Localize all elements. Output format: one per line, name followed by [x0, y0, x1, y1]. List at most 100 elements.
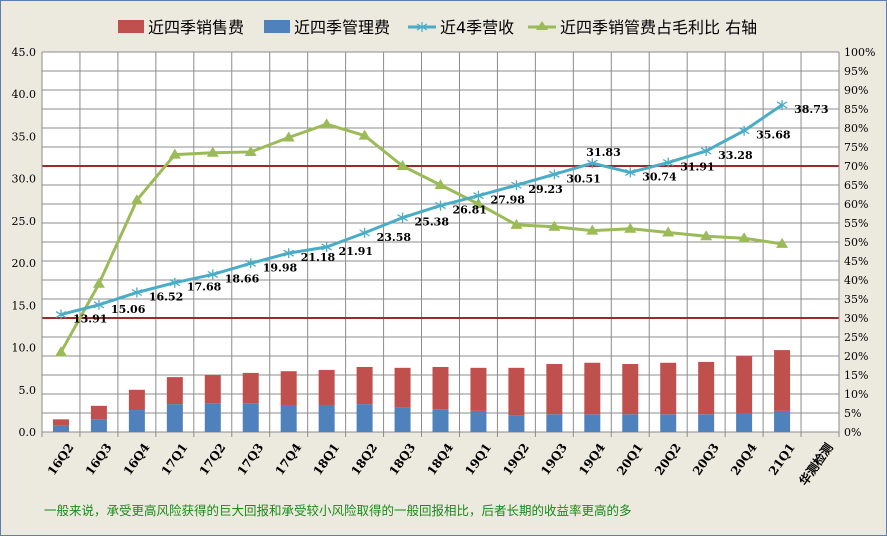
right-tick-label: 70%: [844, 160, 868, 173]
legend-label-ratio: 近四季销管费占毛利比 右轴: [560, 18, 757, 37]
revenue-point: [624, 167, 636, 178]
ratio-point: [206, 146, 219, 157]
ratio-point: [130, 194, 143, 205]
revenue-data-label: 21.18: [301, 251, 336, 264]
revenue-point: [169, 277, 181, 288]
bar-admin-expense: [508, 415, 525, 432]
right-tick-label: 60%: [844, 198, 868, 211]
bar-sales-expense: [660, 362, 677, 415]
bar-sales-expense: [622, 364, 639, 415]
x-tick-label: 20Q2: [652, 441, 684, 478]
bar-admin-expense: [128, 410, 145, 432]
x-tick-label: 18Q3: [386, 441, 418, 478]
revenue-data-label: 18.66: [225, 272, 260, 285]
revenue-data-label: 38.73: [794, 103, 828, 116]
bar-sales-expense: [698, 361, 715, 415]
bar-admin-expense: [318, 404, 335, 432]
ratio-point: [396, 160, 409, 170]
x-tick-label: 16Q2: [45, 441, 77, 478]
left-tick-label: 20.0: [12, 257, 37, 270]
x-tick-label: 19Q1: [462, 441, 494, 478]
right-tick-label: 5%: [844, 407, 861, 420]
bar-admin-expense: [280, 404, 297, 432]
left-tick-label: 15.0: [12, 299, 37, 312]
revenue-data-label: 29.23: [528, 183, 562, 196]
left-tick-label: 25.0: [12, 215, 37, 228]
revenue-line: [60, 103, 783, 316]
x-tick-label: 17Q1: [159, 441, 191, 478]
right-tick-label: 95%: [844, 65, 868, 78]
legend-label-revenue: 近4季营收: [440, 18, 514, 37]
bar-sales-expense: [774, 350, 791, 411]
bar-admin-expense: [622, 414, 639, 432]
bar-sales-expense: [432, 366, 449, 410]
ratio-point: [244, 145, 257, 156]
legend: 近四季销售费 近四季管理费 近4季营收 近四季销管费占毛利比 右轴: [118, 18, 757, 37]
bar-sales-expense: [736, 356, 753, 413]
bar-admin-expense: [432, 409, 449, 432]
bar-sales-expense: [470, 367, 487, 411]
bar-sales-expense: [356, 366, 373, 405]
legend-swatch-revenue: [408, 22, 436, 32]
right-tick-label: 100%: [844, 46, 875, 59]
revenue-data-label: 33.28: [718, 149, 753, 162]
revenue-data-label: 17.68: [187, 281, 222, 294]
revenue-data-label: 31.91: [680, 161, 714, 174]
revenue-data-label: 21.91: [339, 245, 373, 258]
legend-swatch-sales-expense: [118, 20, 144, 33]
right-tick-label: 75%: [844, 141, 868, 154]
x-tick-label: 16Q4: [121, 441, 153, 478]
bar-sales-expense: [52, 419, 69, 426]
bar-admin-expense: [394, 407, 411, 432]
right-tick-label: 80%: [844, 122, 868, 135]
revenue-point: [321, 241, 332, 252]
left-tick-label: 40.0: [12, 88, 37, 101]
x-tick-label: 19Q2: [500, 441, 532, 478]
right-tick-label: 30%: [844, 312, 868, 325]
right-tick-label: 85%: [844, 103, 868, 116]
bar-admin-expense: [90, 419, 107, 432]
x-tick-label: 17Q4: [273, 441, 305, 478]
revenue-point: [283, 248, 295, 259]
revenue-data-label: 31.83: [586, 146, 620, 159]
right-tick-label: 55%: [844, 217, 868, 230]
revenue-data-label: 19.98: [263, 261, 298, 274]
bar-admin-expense: [698, 414, 715, 432]
bar-sales-expense: [90, 405, 107, 420]
revenue-point: [473, 190, 484, 201]
x-tick-label: 18Q2: [348, 441, 380, 478]
reference-lines: [42, 165, 839, 319]
x-extra-label: 华测检测: [796, 440, 836, 488]
bar-sales-expense: [584, 362, 601, 415]
ratio-point: [738, 232, 751, 243]
right-tick-label: 45%: [844, 255, 868, 268]
revenue-point: [131, 287, 143, 298]
right-tick-label: 0%: [844, 426, 861, 439]
revenue-data-label: 16.52: [149, 290, 183, 303]
axes: 0.0 5.0 10.0 15.0 20.0 25.0 30.0 35.0 40.0 45.0 0%…: [12, 46, 876, 488]
bars: [52, 350, 791, 432]
left-tick-label: 0.0: [19, 426, 37, 439]
left-tick-label: 10.0: [12, 342, 37, 355]
revenue-data-label: 23.58: [377, 231, 412, 244]
ratio-line: [59, 122, 783, 353]
bar-sales-expense: [394, 367, 411, 408]
left-tick-label: 45.0: [12, 46, 37, 59]
x-tick-label: 17Q3: [235, 441, 267, 478]
x-tick-label: 19Q3: [538, 441, 570, 478]
revenue-point: [397, 212, 408, 223]
bar-sales-expense: [318, 369, 335, 405]
legend-swatch-ratio: [528, 21, 556, 30]
ratio-point: [472, 198, 485, 208]
x-tick-label: 20Q1: [614, 441, 646, 478]
ratio-point: [320, 118, 333, 129]
bar-sales-expense: [546, 364, 563, 415]
bar-sales-expense: [280, 371, 297, 405]
bar-admin-expense: [584, 414, 601, 432]
bar-sales-expense: [128, 389, 145, 411]
right-tick-label: 20%: [844, 350, 868, 363]
x-tick-label: 16Q3: [83, 441, 115, 478]
revenue-point: [359, 227, 370, 238]
ratio-point: [548, 220, 561, 231]
